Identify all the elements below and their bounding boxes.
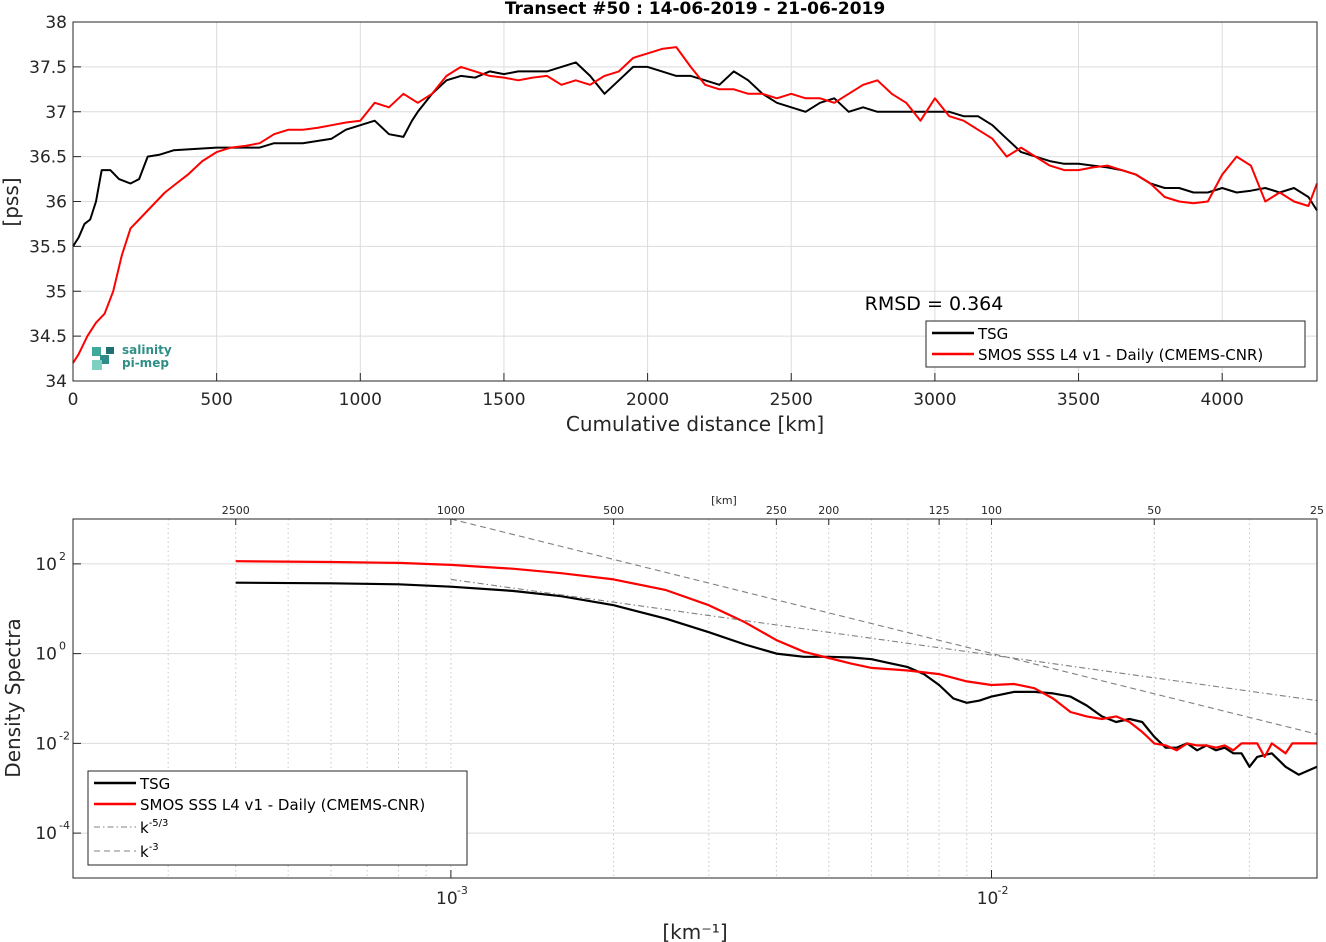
top-tick-label: 125 bbox=[929, 504, 950, 517]
smos-spectra-line bbox=[235, 560, 1317, 758]
spectra-x-axis-label: [km⁻¹] bbox=[662, 920, 727, 942]
logo-text-pi-mep: pi-mep bbox=[122, 356, 169, 370]
salinity-y-axis-label: [pss] bbox=[0, 177, 23, 226]
y-tick-label: 37.5 bbox=[29, 58, 67, 78]
y-tick-label: 10 bbox=[35, 824, 57, 844]
salinity-series bbox=[72, 46, 1318, 364]
x-tick-label: 1000 bbox=[339, 390, 382, 410]
legend-label-tsg-spectra: TSG bbox=[139, 775, 170, 793]
y-tick-label: 10 bbox=[35, 734, 57, 754]
y-tick-exponent: 0 bbox=[59, 640, 66, 653]
tsg-spectra-line bbox=[235, 581, 1318, 776]
top-tick-label: 50 bbox=[1147, 504, 1161, 517]
top-tick-label: 1000 bbox=[437, 504, 465, 517]
top-tick-label: 500 bbox=[603, 504, 624, 517]
y-tick-label: 37 bbox=[45, 103, 67, 123]
y-tick-exponent: -2 bbox=[59, 729, 70, 742]
k3-reference-line bbox=[450, 518, 1318, 735]
x-tick-label: 2500 bbox=[770, 390, 813, 410]
y-tick-exponent: 2 bbox=[59, 550, 66, 563]
salinity-chart: 0 500 1000 1500 2000 2500 3000 3500 4000 34 34.5 35… bbox=[0, 0, 1318, 436]
rmsd-annotation: RMSD = 0.364 bbox=[865, 293, 1004, 315]
x-tick-label: 0 bbox=[68, 390, 79, 410]
y-tick-label: 36.5 bbox=[29, 148, 67, 168]
y-tick-label: 38 bbox=[45, 13, 67, 33]
x-tick-exponent: -3 bbox=[457, 884, 468, 897]
top-tick-label: 250 bbox=[766, 504, 787, 517]
x-tick-label: 10 bbox=[977, 889, 999, 909]
y-tick-label: 10 bbox=[35, 555, 57, 575]
top-axis-label: [km] bbox=[711, 494, 737, 507]
legend-label-tsg: TSG bbox=[977, 325, 1008, 343]
logo-square-icon bbox=[100, 355, 109, 364]
smos-salinity-line bbox=[72, 46, 1318, 364]
top-tick-label: 100 bbox=[981, 504, 1002, 517]
legend-label-k3: k-3 bbox=[140, 842, 159, 861]
y-tick-exponent: -4 bbox=[59, 819, 70, 832]
x-tick-label: 500 bbox=[200, 390, 232, 410]
x-tick-label: 3500 bbox=[1057, 390, 1100, 410]
x-tick-label: 1500 bbox=[482, 390, 525, 410]
y-tick-label: 36 bbox=[45, 193, 67, 213]
legend-label-smos: SMOS SSS L4 v1 - Daily (CMEMS-CNR) bbox=[978, 346, 1263, 364]
top-tick-label: 200 bbox=[818, 504, 839, 517]
top-tick-label: 25 bbox=[1310, 504, 1324, 517]
spectra-y-axis-label: Density Spectra bbox=[1, 618, 25, 777]
salinity-tick-labels: 0 500 1000 1500 2000 2500 3000 3500 4000 34 34.5 35… bbox=[29, 13, 1244, 410]
x-tick-label: 10 bbox=[436, 889, 458, 909]
legend-label-k53: k-5/3 bbox=[140, 818, 168, 837]
tsg-salinity-line bbox=[72, 61, 1318, 247]
salinity-chart-title: Transect #50 : 14-06-2019 - 21-06-2019 bbox=[505, 0, 885, 19]
x-tick-label: 4000 bbox=[1201, 390, 1244, 410]
salinity-legend: TSG SMOS SSS L4 v1 - Daily (CMEMS-CNR) bbox=[925, 320, 1306, 368]
x-tick-label: 3000 bbox=[913, 390, 956, 410]
logo-text-salinity: salinity bbox=[122, 343, 172, 357]
x-tick-label: 2000 bbox=[626, 390, 669, 410]
spectra-legend: TSG SMOS SSS L4 v1 - Daily (CMEMS-CNR) k… bbox=[87, 770, 468, 866]
salinity-x-axis-label: Cumulative distance [km] bbox=[566, 412, 824, 436]
y-tick-label: 34.5 bbox=[29, 327, 67, 347]
legend-label-smos-spectra: SMOS SSS L4 v1 - Daily (CMEMS-CNR) bbox=[140, 796, 425, 814]
k53-reference-line bbox=[450, 578, 1318, 702]
y-tick-label: 10 bbox=[35, 645, 57, 665]
y-tick-label: 34 bbox=[45, 372, 67, 392]
y-tick-label: 35 bbox=[45, 282, 67, 302]
spectra-series bbox=[235, 518, 1318, 776]
logo-square-icon bbox=[92, 360, 102, 370]
logo-square-icon bbox=[92, 347, 101, 356]
spectra-legend-box bbox=[87, 770, 468, 866]
top-tick-label: 2500 bbox=[222, 504, 250, 517]
salinity-legend-box bbox=[925, 320, 1306, 368]
y-tick-label: 35.5 bbox=[29, 237, 67, 257]
salinity-pi-mep-logo: salinity pi-mep bbox=[92, 343, 172, 370]
logo-square-icon bbox=[106, 347, 114, 354]
x-tick-exponent: -2 bbox=[998, 884, 1009, 897]
spectra-plot-frame bbox=[72, 518, 1318, 879]
